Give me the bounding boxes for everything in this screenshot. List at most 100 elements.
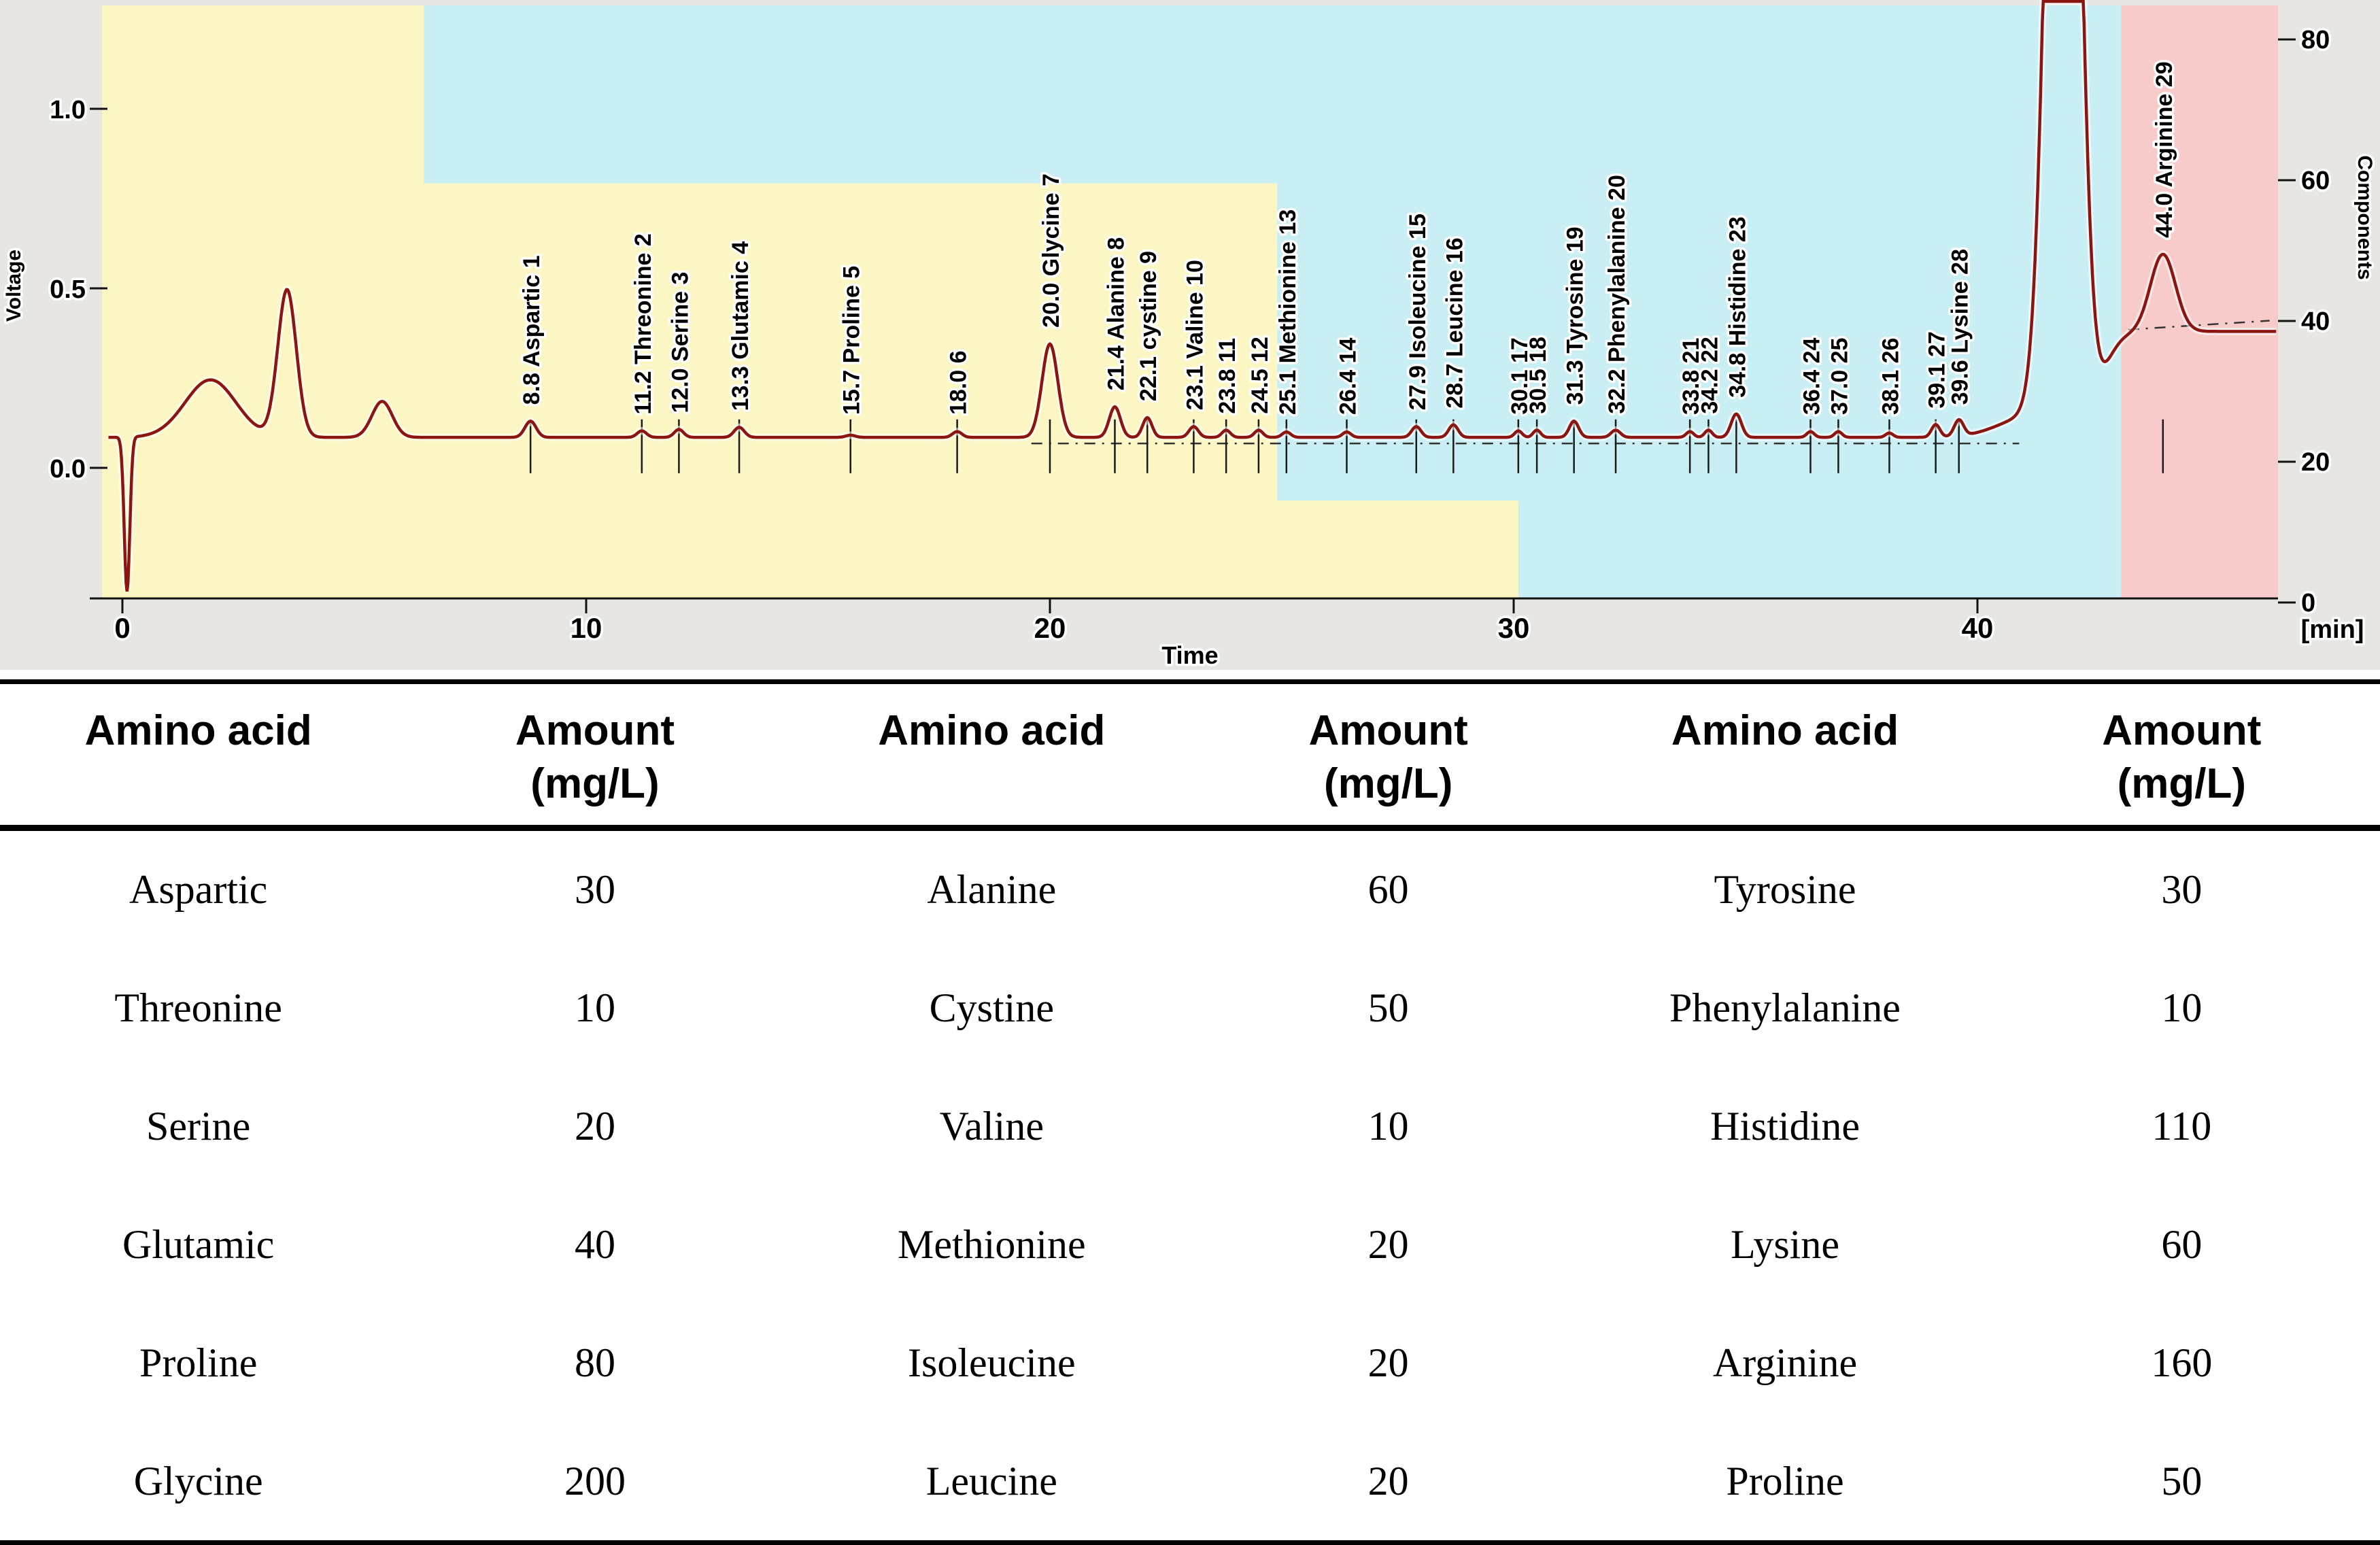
amount-cell: 20 [1367,1340,1409,1385]
peak-label: 34.8 Histidine 23 [1724,216,1750,397]
peak-label: 38.1 26 [1877,338,1903,415]
amount-cell: 40 [574,1221,615,1267]
peak-label: 39.1 27 [1924,331,1950,408]
peak-label: 23.8 11 [1214,338,1240,414]
peak-label: 44.0 Arginine 29 [2152,61,2177,238]
table-row: Proline 80 Isoleucine 20 Arginine 160 [0,1304,2380,1422]
table-row: Serine 20 Valine 10 Histidine 110 [0,1068,2380,1186]
peak-label: 30.5 18 [1525,337,1551,413]
amino-acid-cell: Histidine [1710,1104,1860,1149]
column-header-line1: Amino acid [878,707,1106,754]
table-row: Threonine 10 Cystine 50 Phenylalanine 10 [0,949,2380,1068]
amino-acid-cell: Leucine [925,1458,1057,1504]
amino-acid-cell: Glutamic [122,1221,275,1267]
peak-label: 8.8 Aspartic 1 [519,256,545,405]
peak-label: 12.0 Serine 3 [667,272,693,413]
amino-acid-cell: Valine [939,1104,1044,1149]
table-bottom-rule [0,1540,2380,1545]
amino-acid-cell: Serine [146,1104,251,1149]
peak-label: 32.2 Phenylalanine 20 [1604,175,1630,414]
chromatogram-panel: 8.8 Aspartic 1 11.2 Threonine 2 12.0 Serin… [0,0,2380,670]
amount-cell: 50 [1367,985,1409,1031]
amino-acid-cell: Isoleucine [908,1340,1076,1385]
chromatogram-trace [108,0,2277,592]
peak-label: 15.7 Proline 5 [839,266,865,415]
amount-cell: 10 [2161,985,2203,1031]
peak-label: 39.6 Lysine 28 [1948,249,1973,405]
amount-cell: 200 [564,1458,626,1504]
amino-acid-cell: Aspartic [129,867,268,913]
y-right-tick-label: 80 [2301,26,2330,54]
amount-cell: 30 [2161,867,2203,913]
amino-acid-cell: Alanine [927,867,1057,913]
x-axis-title: Time [1161,641,1218,669]
column-header-line1: Amino acid [1671,707,1899,754]
peak-label: 21.4 Alanine 8 [1103,237,1129,391]
column-header: Amount (mg/L) [396,704,793,810]
y-left-tick-label: 0.0 [50,455,86,483]
axes: 0 10 20 30 40 [min] Time 1.0 0.5 0.0 Voltage 80 60 40… [1,24,2379,670]
peak-label: 31.3 Tyrosine 19 [1563,226,1588,405]
column-header: Amount (mg/L) [1984,704,2380,810]
column-header: Amount (mg/L) [1190,704,1586,810]
amount-cell: 50 [2161,1458,2203,1504]
table-header-row: Amino acid Amount (mg/L) Amino acid Amount (m… [0,684,2380,825]
column-header: Amino acid [0,704,396,810]
amino-acid-table: Amino acid Amount (mg/L) Amino acid Amount (m… [0,679,2380,1545]
peak-label: 28.7 Leucine 16 [1442,237,1467,408]
column-header-line1: Amino acid [84,707,312,754]
amino-acid-cell: Methionine [898,1221,1086,1267]
peak-label: 25.1 Methionine 13 [1275,209,1301,415]
table-header-rule [0,825,2380,831]
y-right-tick-label: 20 [2301,448,2330,477]
amino-acid-cell: Lysine [1730,1221,1839,1267]
amino-acid-cell: Glycine [133,1458,263,1504]
column-header-line1: Amount [2102,707,2262,754]
amino-acid-cell: Proline [1726,1458,1844,1504]
amount-cell: 60 [1367,867,1409,913]
chromatogram: 8.8 Aspartic 1 11.2 Threonine 2 12.0 Serin… [0,0,2380,670]
y-right-tick-label: 40 [2301,307,2330,336]
column-header-line1: Amount [515,707,675,754]
amount-cell: 20 [1367,1221,1409,1267]
region-yellow [102,5,1518,598]
amino-acid-cell: Cystine [929,985,1054,1031]
peak-label: 20.0 Glycine 7 [1038,173,1064,328]
peak-labels: 8.8 Aspartic 1 11.2 Threonine 2 12.0 Serin… [517,59,2180,418]
peak-label: 24.5 12 [1247,337,1273,413]
column-header-line2: (mg/L) [2117,760,2247,807]
amount-cell: 20 [1367,1458,1409,1504]
peak-label: 36.4 24 [1799,337,1824,415]
peak-label: 30.1 17 [1507,337,1533,414]
peak-label: 11.2 Threonine 2 [630,233,656,414]
integration-baseline [2128,320,2270,330]
column-header-line2: (mg/L) [1323,760,1453,807]
amino-acid-cell: Arginine [1712,1340,1858,1385]
peak-label: 23.1 Valine 10 [1182,260,1208,410]
x-tick-label: 40 [1962,612,1994,644]
x-unit-label: [min] [2301,615,2364,644]
peak-label: 22.1 cystine 9 [1136,251,1161,401]
peak-label: 33.8 21 [1678,338,1704,415]
peak-label: 37.0 25 [1826,338,1852,415]
column-header-line1: Amount [1308,707,1468,754]
amino-acid-cell: Tyrosine [1714,867,1856,913]
y-right-tick-label: 0 [2301,589,2315,617]
amount-cell: 110 [2152,1104,2212,1149]
peak-label: 18.0 6 [946,350,972,415]
x-tick-label: 20 [1034,612,1066,644]
amount-cell: 10 [1367,1104,1409,1149]
column-header: Amino acid [1586,704,1983,810]
table-row: Glutamic 40 Methionine 20 Lysine 60 [0,1185,2380,1304]
y-left-axis-title: Voltage [3,250,25,322]
x-tick-label: 30 [1498,612,1530,644]
column-header-line2: (mg/L) [530,760,660,807]
amino-acid-cell: Threonine [114,985,282,1031]
amount-cell: 80 [574,1340,615,1385]
amount-cell: 60 [2161,1221,2203,1267]
amount-cell: 10 [574,985,615,1031]
amount-cell: 30 [574,867,615,913]
y-left-tick-label: 1.0 [50,96,86,124]
peak-label: 13.3 Glutamic 4 [728,241,753,411]
